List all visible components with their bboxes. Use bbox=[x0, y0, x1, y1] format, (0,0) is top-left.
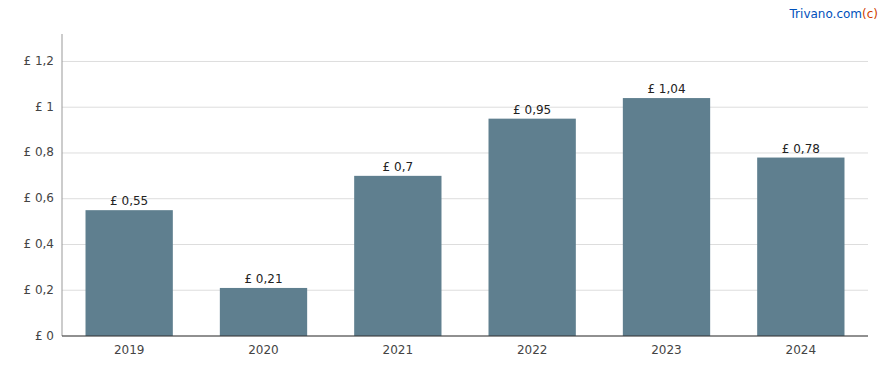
watermark-part: Trivano.com bbox=[786, 7, 862, 21]
chart: £ 0 £ 0,2 £ 0,4 £ 0,6 £ 0,8 £ 1 £ 1,2 £ 0,55 £ 0… bbox=[0, 0, 888, 370]
y-tick-label: £ 1,2 bbox=[23, 54, 54, 68]
grid-line bbox=[62, 61, 868, 62]
grid-line bbox=[62, 152, 868, 153]
x-axis-line bbox=[62, 336, 868, 337]
watermark: Trivano.com(c) bbox=[786, 7, 878, 21]
x-tick-label: 2023 bbox=[651, 343, 682, 357]
y-tick-label: £ 0,6 bbox=[23, 191, 54, 205]
x-tick-label: 2021 bbox=[383, 343, 414, 357]
grid-line bbox=[62, 107, 868, 108]
data-label: £ 0,7 bbox=[383, 160, 414, 174]
data-label: £ 1,04 bbox=[647, 82, 685, 96]
grid-line bbox=[62, 244, 868, 245]
data-label: £ 0,55 bbox=[110, 194, 148, 208]
x-tick-label: 2022 bbox=[517, 343, 548, 357]
bar bbox=[86, 210, 173, 336]
y-tick-label: £ 0,4 bbox=[23, 237, 54, 251]
y-tick-label: £ 0,2 bbox=[23, 283, 54, 297]
data-label: £ 0,21 bbox=[244, 272, 282, 286]
bar bbox=[354, 176, 441, 336]
y-tick-label: £ 0,8 bbox=[23, 145, 54, 159]
bar bbox=[757, 158, 844, 336]
x-tick-label: 2019 bbox=[114, 343, 145, 357]
bar bbox=[489, 119, 576, 336]
grid-line bbox=[62, 290, 868, 291]
data-label: £ 0,95 bbox=[513, 103, 551, 117]
watermark-part: (c) bbox=[862, 7, 878, 21]
bar bbox=[220, 288, 307, 336]
bar bbox=[623, 98, 710, 336]
y-tick-label: £ 0 bbox=[35, 329, 54, 343]
grid bbox=[62, 61, 868, 336]
x-tick-label: 2020 bbox=[248, 343, 279, 357]
grid-line bbox=[62, 336, 868, 337]
y-axis-line bbox=[62, 34, 63, 336]
data-label: £ 0,78 bbox=[782, 142, 820, 156]
x-tick-label: 2024 bbox=[786, 343, 817, 357]
y-tick-label: £ 1 bbox=[35, 100, 54, 114]
bars bbox=[86, 98, 845, 336]
grid-line bbox=[62, 198, 868, 199]
